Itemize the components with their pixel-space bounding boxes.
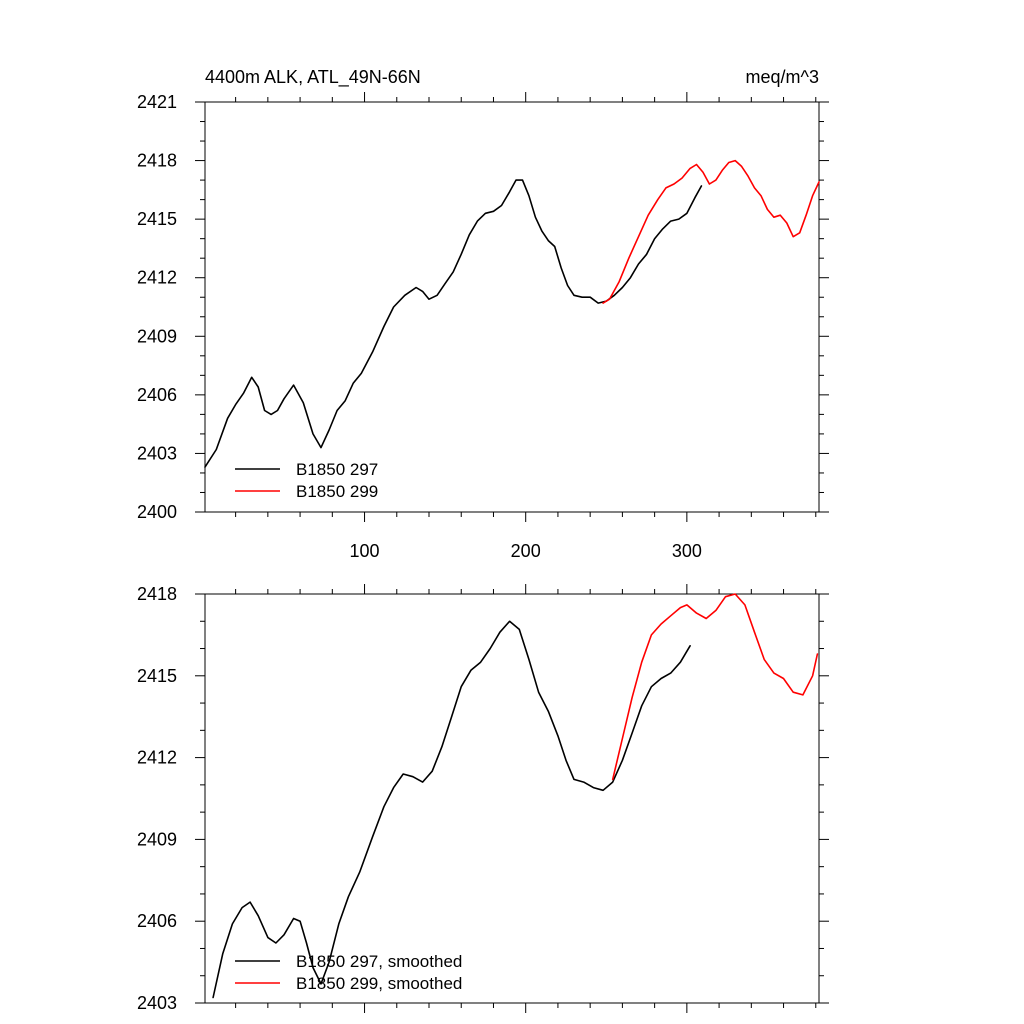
top-ytick-label: 2418	[137, 151, 177, 171]
top-series-line-1	[603, 161, 819, 304]
top-ytick-label: 2403	[137, 443, 177, 463]
top-xtick-label: 300	[672, 541, 702, 561]
top-ytick-label: 2421	[137, 92, 177, 112]
bottom-plot-frame	[205, 594, 819, 1003]
bottom-legend: B1850 297, smoothed B1850 299, smoothed	[235, 952, 462, 993]
bottom-legend-label-0: B1850 297, smoothed	[296, 952, 462, 971]
bottom-ticks: 2403 2406 2409 2412 2415 2418	[137, 584, 829, 1013]
top-series	[205, 161, 819, 468]
bottom-ytick-label: 2409	[137, 829, 177, 849]
top-series-line-0	[205, 180, 701, 467]
bottom-ytick-label: 2403	[137, 993, 177, 1013]
bottom-legend-label-1: B1850 299, smoothed	[296, 974, 462, 993]
top-ytick-label: 2409	[137, 326, 177, 346]
top-title-right: meq/m^3	[746, 67, 819, 87]
top-plot-frame	[205, 102, 819, 512]
bottom-panel: 2403 2406 2409 2412 2415 2418 B1850 297, smoo…	[137, 584, 829, 1013]
bottom-series-line-1	[613, 594, 818, 779]
top-legend-label-0: B1850 297	[296, 460, 378, 479]
top-legend: B1850 297 B1850 299	[235, 460, 378, 501]
top-ytick-label: 2412	[137, 268, 177, 288]
top-panel: 4400m ALK, ATL_49N-66N meq/m^3 2400 2403 2…	[137, 67, 829, 561]
top-ytick-label: 2415	[137, 209, 177, 229]
bottom-series	[213, 594, 817, 998]
bottom-ytick-label: 2415	[137, 666, 177, 686]
bottom-ytick-label: 2418	[137, 584, 177, 604]
chart-canvas: 4400m ALK, ATL_49N-66N meq/m^3 240024032…	[0, 0, 1024, 1024]
top-xtick-label: 100	[350, 541, 380, 561]
top-title-left: 4400m ALK, ATL_49N-66N	[205, 67, 421, 88]
top-legend-label-1: B1850 299	[296, 482, 378, 501]
top-xtick-label: 200	[511, 541, 541, 561]
bottom-series-line-0	[213, 621, 690, 997]
top-ytick-label: 2400	[137, 502, 177, 522]
bottom-ytick-label: 2412	[137, 748, 177, 768]
top-ytick-label: 2406	[137, 385, 177, 405]
bottom-ytick-label: 2406	[137, 911, 177, 931]
